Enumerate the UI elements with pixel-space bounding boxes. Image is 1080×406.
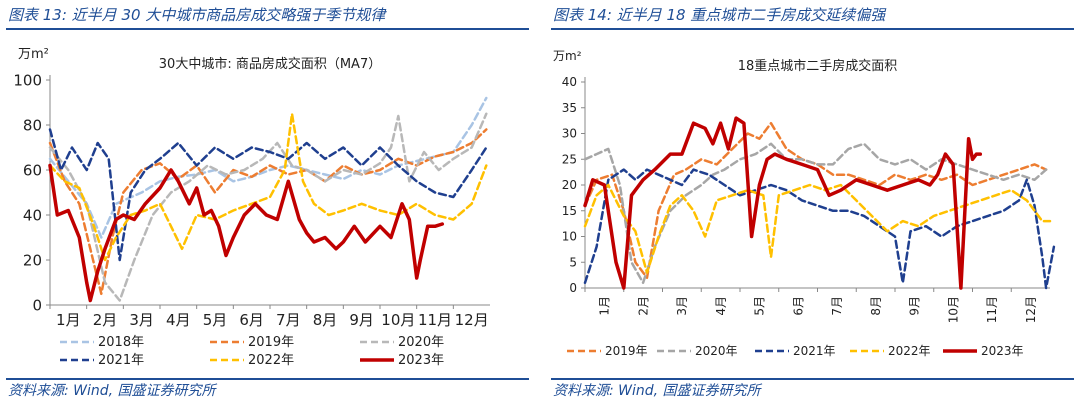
legend-label: 2020年	[695, 344, 738, 358]
x-tick-label: 3月	[675, 296, 689, 316]
series-line-2022年	[583, 183, 1052, 274]
y-tick-label: 0	[32, 296, 42, 314]
x-tick-label: 11月	[418, 311, 452, 329]
figure-title: 图表 13: 近半月 30 大中城市商品房成交略强于季节规律	[8, 6, 386, 24]
x-tick-label: 7月	[276, 311, 301, 329]
figure-panel-13: 图表 13: 近半月 30 大中城市商品房成交略强于季节规律 万m² 30大中城市…	[0, 0, 535, 406]
y-tick-label: 60	[23, 161, 42, 179]
legend-label: 2019年	[605, 344, 648, 358]
x-tick-label: 11月	[985, 296, 999, 323]
figure-title: 图表 14: 近半月 18 重点城市二手房成交延续偏强	[553, 6, 886, 24]
x-tick-label: 9月	[349, 311, 374, 329]
y-tick-label: 25	[562, 152, 577, 166]
y-tick-label: 5	[569, 255, 577, 269]
y-tick-label: 80	[23, 116, 42, 134]
y-tick-label: 100	[13, 71, 42, 89]
y-tick-label: 20	[23, 251, 42, 269]
series-line-2021年	[48, 128, 488, 262]
series-line-2019年	[48, 128, 488, 296]
y-tick-label: 10	[562, 230, 577, 244]
x-tick-label: 3月	[129, 311, 154, 329]
chart-title: 18重点城市二手房成交面积	[738, 58, 898, 74]
series-line-2023年	[583, 116, 983, 290]
x-tick-label: 9月	[908, 296, 922, 316]
series-line-2023年	[48, 163, 445, 303]
x-tick-label: 6月	[791, 296, 805, 316]
legend-label: 2019年	[248, 335, 294, 350]
figure-panel-14: 图表 14: 近半月 18 重点城市二手房成交延续偏强 万m² 18重点城市二手房…	[545, 0, 1080, 406]
chart-18-city-secondhand: 万m² 18重点城市二手房成交面积 0 5 10 15 20 25 30 35 40 1月 2月 3月 4月…	[553, 49, 1056, 358]
source-rule	[551, 378, 1074, 380]
legend-label: 2022年	[888, 344, 931, 358]
figure-source: 资料来源: Wind, 国盛证券研究所	[8, 383, 216, 399]
y-tick-label: 40	[562, 75, 577, 89]
y-tick-label: 0	[569, 281, 577, 295]
x-tick-label: 5月	[753, 296, 767, 316]
x-tick-label: 12月	[1024, 296, 1038, 323]
x-tick-label: 7月	[830, 296, 844, 316]
legend-label: 2020年	[398, 335, 444, 350]
y-tick-label: 40	[23, 206, 42, 224]
y-tick-label: 15	[562, 204, 577, 218]
title-rule	[6, 28, 529, 30]
chart-title: 30大中城市: 商品房成交面积（MA7）	[159, 56, 381, 72]
x-tick-label: 2月	[636, 296, 650, 316]
x-tick-label: 6月	[239, 311, 264, 329]
x-tick-label: 4月	[166, 311, 191, 329]
legend-label: 2018年	[98, 335, 144, 350]
legend-label: 2022年	[248, 353, 294, 368]
source-rule	[6, 378, 529, 380]
x-tick-label: 4月	[714, 296, 728, 316]
legend-label: 2021年	[98, 353, 144, 368]
x-tick-label: 10月	[946, 296, 960, 323]
series-line-2018年	[48, 96, 488, 239]
series-line-2020年	[48, 112, 488, 302]
figure-source: 资料来源: Wind, 国盛证券研究所	[553, 383, 761, 399]
unit-label: 万m²	[553, 49, 582, 63]
y-tick-label: 20	[562, 178, 577, 192]
legend-label: 2023年	[398, 353, 444, 368]
series-line-2020年	[583, 142, 1048, 285]
x-tick-label: 5月	[203, 311, 228, 329]
x-tick-label: 12月	[455, 311, 489, 329]
unit-label: 万m²	[18, 47, 49, 62]
y-tick-label: 30	[562, 127, 577, 141]
x-tick-label: 1月	[598, 296, 612, 316]
chart-30-city-sales: 万m² 30大中城市: 商品房成交面积（MA7） 0 20 40 60 80 100 1月 2月 3…	[13, 47, 490, 368]
series-line-2022年	[48, 112, 488, 262]
title-rule	[551, 28, 1074, 30]
x-tick-label: 2月	[93, 311, 118, 329]
x-tick-label: 10月	[381, 311, 415, 329]
x-tick-label: 8月	[313, 311, 338, 329]
legend-label: 2023年	[981, 344, 1024, 358]
legend-label: 2021年	[793, 344, 836, 358]
y-tick-label: 35	[562, 101, 577, 115]
x-tick-label: 8月	[869, 296, 883, 316]
x-tick-label: 1月	[56, 311, 81, 329]
series-line-2021年	[583, 168, 1056, 290]
